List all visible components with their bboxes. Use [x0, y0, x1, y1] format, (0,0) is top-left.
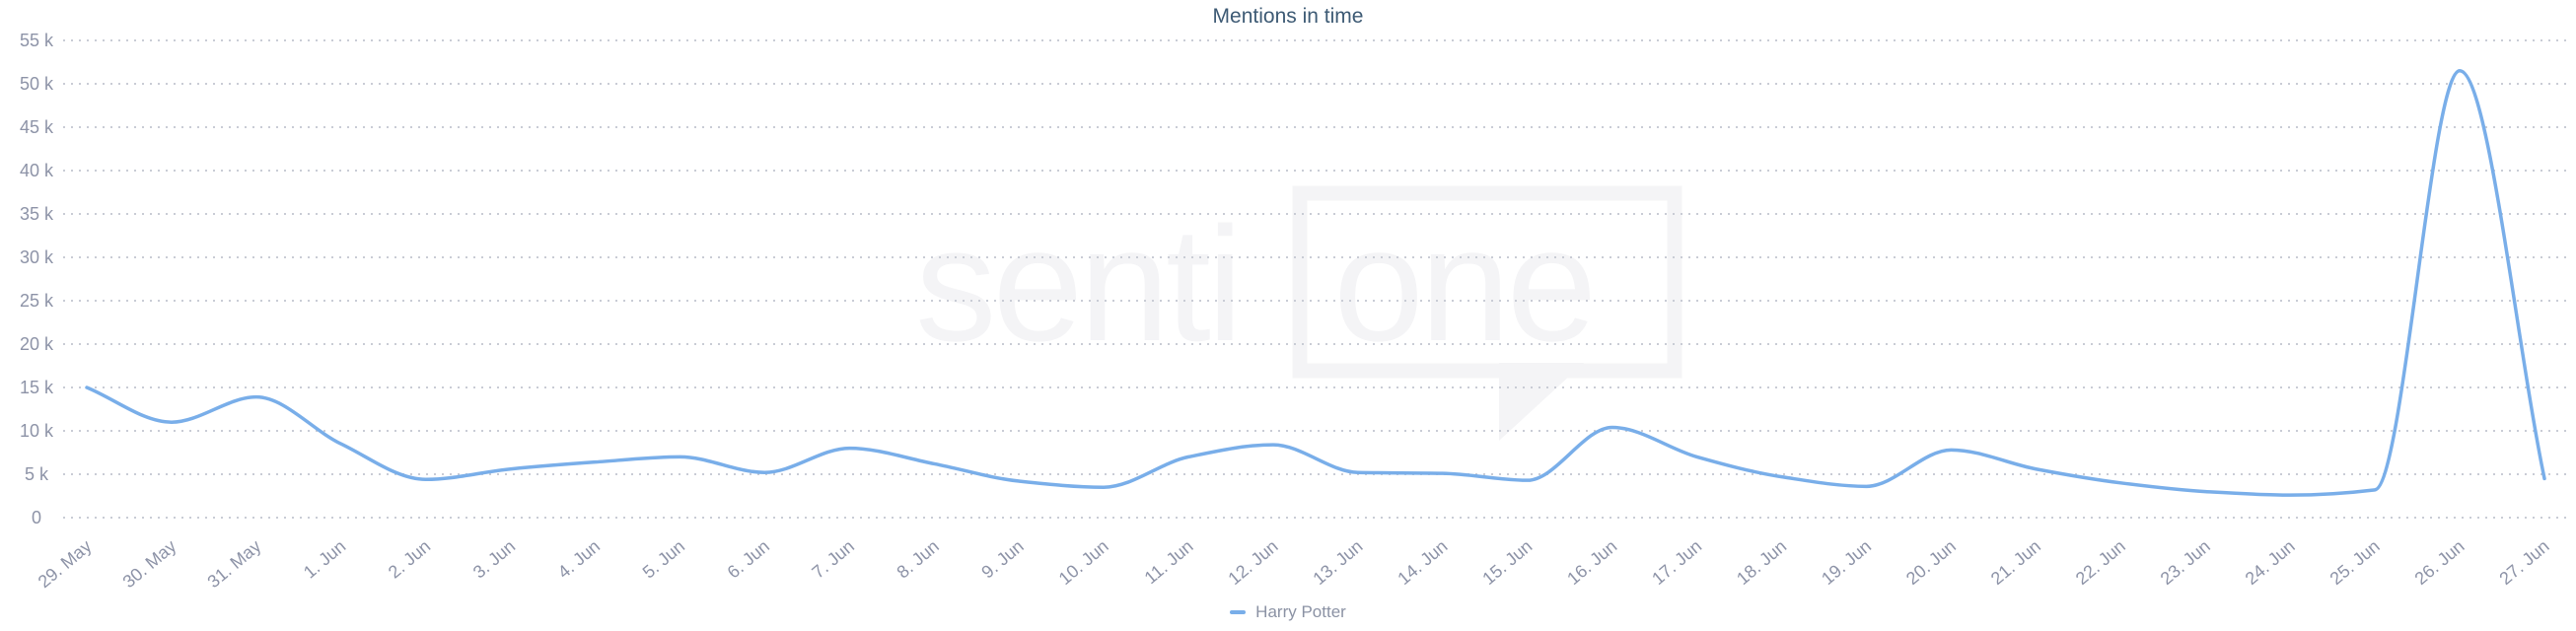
x-axis-label: 16. Jun	[1563, 536, 1620, 589]
x-axis-label: 19. Jun	[1818, 536, 1875, 589]
x-axis-label: 2. Jun	[385, 536, 434, 583]
series-line-harry-potter[interactable]	[85, 69, 2546, 497]
x-axis-label: 18. Jun	[1733, 536, 1790, 589]
x-axis-label: 21. Jun	[1987, 536, 2044, 589]
legend-line-marker	[1230, 610, 1247, 614]
x-axis-label: 13. Jun	[1309, 536, 1366, 589]
x-axis-label: 29. May	[35, 536, 96, 592]
y-axis-label: 45 k	[20, 117, 54, 137]
x-axis-label: 9. Jun	[977, 536, 1027, 583]
y-axis: 0 5 k 10 k 15 k 20 k 25 k 30 k 35 k 40 k 45 k 50 k…	[20, 31, 2570, 527]
x-axis-label: 10. Jun	[1055, 536, 1112, 589]
y-axis-label: 30 k	[20, 247, 54, 267]
x-axis-label: 25. Jun	[2326, 536, 2384, 589]
x-axis: 29. May 30. May 31. May 1. Jun 2. Jun 3. Jun 4…	[35, 536, 2553, 592]
y-axis-label: 10 k	[20, 421, 54, 441]
x-axis-label: 26. Jun	[2411, 536, 2469, 589]
watermark: senti one	[915, 185, 1682, 441]
x-axis-label: 8. Jun	[893, 536, 942, 583]
y-axis-label: 0	[32, 508, 41, 527]
watermark-text-one: one	[1333, 193, 1593, 375]
legend-label: Harry Potter	[1255, 602, 1346, 621]
watermark-bubble-tail	[1499, 363, 1584, 441]
watermark-bubble	[1292, 185, 1682, 379]
x-axis-label: 23. Jun	[2157, 536, 2214, 589]
y-axis-label: 40 k	[20, 161, 54, 180]
x-axis-label: 1. Jun	[300, 536, 349, 583]
legend: Harry Potter	[0, 602, 2576, 622]
x-axis-label: 7. Jun	[809, 536, 858, 583]
x-axis-label: 11. Jun	[1141, 536, 1197, 588]
legend-item-harry-potter[interactable]: Harry Potter	[1230, 602, 1346, 622]
watermark-text-senti: senti	[915, 193, 1240, 375]
x-axis-label: 12. Jun	[1225, 536, 1282, 589]
x-axis-label: 24. Jun	[2242, 536, 2299, 589]
x-axis-label: 3. Jun	[469, 536, 519, 583]
chart-title: Mentions in time	[1212, 5, 1364, 28]
y-axis-label: 50 k	[20, 74, 54, 94]
x-axis-label: 15. Jun	[1478, 536, 1536, 589]
y-axis-label: 35 k	[20, 204, 54, 224]
x-axis-label: 17. Jun	[1648, 536, 1705, 589]
x-axis-label: 20. Jun	[1902, 536, 1960, 589]
y-axis-label: 25 k	[20, 291, 54, 311]
y-axis-label: 15 k	[20, 378, 54, 397]
x-axis-label: 27. Jun	[2495, 536, 2552, 589]
x-axis-label: 30. May	[119, 536, 180, 592]
x-axis-label: 5. Jun	[639, 536, 688, 583]
x-axis-label: 4. Jun	[554, 536, 604, 583]
y-axis-label: 20 k	[20, 334, 54, 354]
y-axis-label: 55 k	[20, 31, 54, 50]
x-axis-label: 14. Jun	[1394, 536, 1451, 589]
x-axis-label: 6. Jun	[724, 536, 773, 583]
x-axis-label: 22. Jun	[2072, 536, 2129, 589]
x-axis-label: 31. May	[204, 536, 265, 592]
y-axis-label: 5 k	[25, 464, 49, 484]
